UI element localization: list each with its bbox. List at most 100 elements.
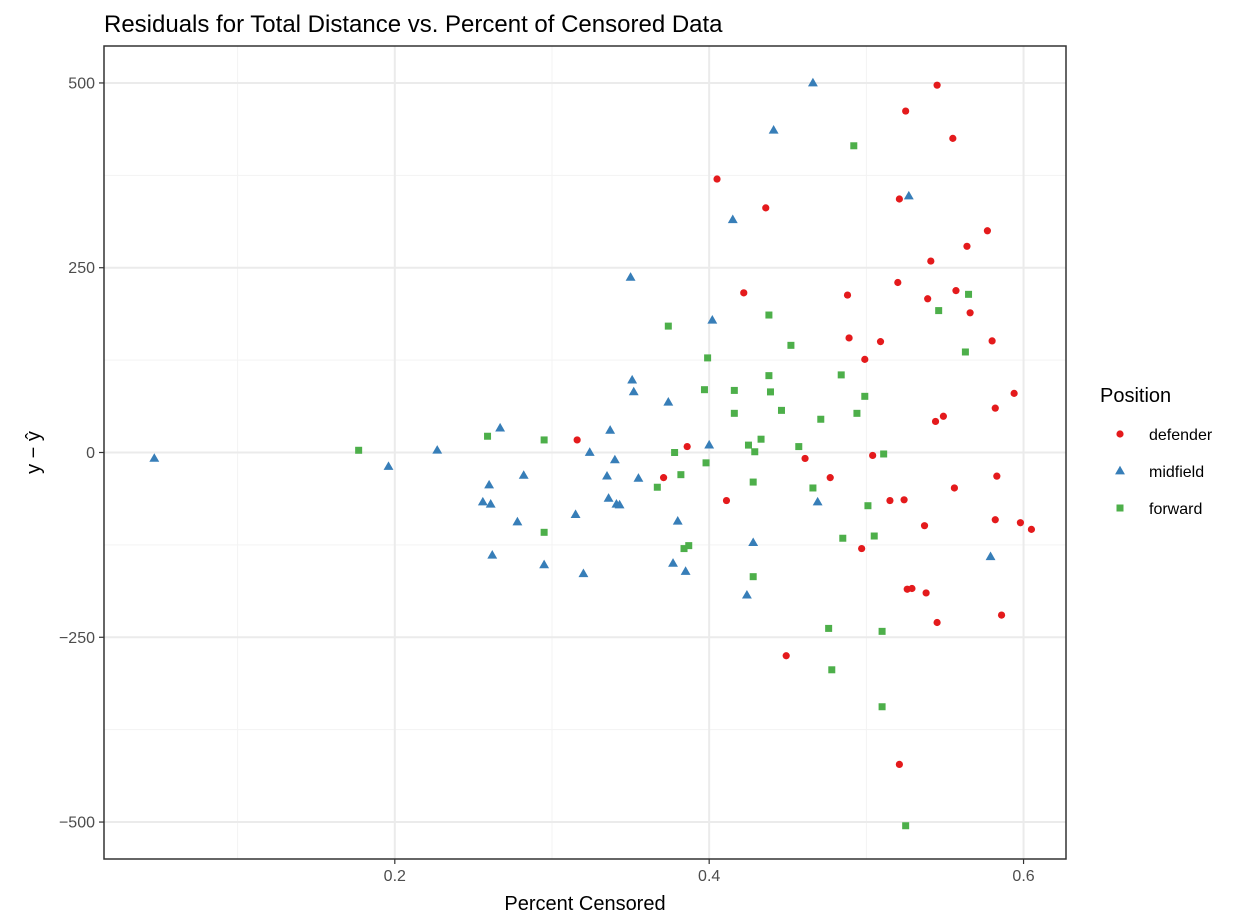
forward-point <box>777 406 785 414</box>
forward-point <box>540 528 548 536</box>
grid-lines <box>104 46 1066 859</box>
defender-point <box>963 242 971 250</box>
defender-point <box>886 496 894 505</box>
midfield-point <box>539 559 550 569</box>
forward-point <box>861 392 869 400</box>
forward-point <box>839 534 847 542</box>
legend: Position defender midfield forward <box>1100 385 1213 518</box>
defender-point <box>1010 389 1018 397</box>
forward-point <box>685 542 693 550</box>
defender-point <box>659 474 668 482</box>
defender-point <box>933 81 941 89</box>
defender-point <box>894 278 902 287</box>
forward-point <box>749 478 757 486</box>
forward-point <box>766 388 774 396</box>
midfield-point <box>432 445 443 454</box>
forward-point <box>765 372 773 380</box>
defender-legend-label: defender <box>1149 427 1213 444</box>
data-points <box>149 77 1036 830</box>
forward-point <box>730 409 738 417</box>
midfield-point <box>903 190 914 200</box>
defender-point <box>924 295 932 303</box>
forward-point <box>677 471 685 479</box>
defender-point <box>861 355 869 363</box>
midfield-point <box>812 496 823 506</box>
forward-point <box>878 627 886 635</box>
midfield-point <box>625 272 636 281</box>
defender-point <box>740 289 748 297</box>
defender-point <box>939 412 947 420</box>
defender-point <box>997 611 1006 619</box>
midfield-point <box>605 425 616 434</box>
forward-point <box>853 409 861 417</box>
midfield-point <box>614 499 625 509</box>
defender-point <box>1016 519 1025 527</box>
midfield-point <box>741 589 752 599</box>
chart-title: Residuals for Total Distance vs. Percent… <box>104 11 723 38</box>
forward-point <box>702 459 710 467</box>
y-tick-label: 250 <box>68 260 95 277</box>
forward-point <box>704 354 712 362</box>
midfield-point <box>383 461 394 470</box>
forward-point <box>817 415 825 423</box>
midfield-point <box>477 496 488 506</box>
midfield-point <box>807 77 818 87</box>
forward-point <box>749 573 757 581</box>
x-tick-label: 0.6 <box>1012 868 1034 885</box>
midfield-point <box>628 386 639 396</box>
midfield-point <box>663 397 674 406</box>
defender-point <box>966 309 974 317</box>
forward-point <box>671 449 679 456</box>
legend-title: Position <box>1100 385 1171 407</box>
midfield-point <box>680 566 691 575</box>
forward-point <box>825 624 833 632</box>
forward-point <box>870 532 878 540</box>
forward-point <box>540 436 548 444</box>
y-axis-title: y − ŷ <box>23 431 45 474</box>
defender-point <box>683 442 691 451</box>
forward-point <box>828 666 836 674</box>
defender-point <box>991 404 999 412</box>
midfield-point <box>748 537 759 547</box>
defender-point <box>950 484 958 492</box>
defender-point <box>845 334 853 342</box>
defender-point <box>895 760 903 768</box>
midfield-point <box>484 479 495 489</box>
midfield-point <box>627 374 638 384</box>
defender-point <box>722 496 731 505</box>
midfield-point <box>985 551 996 561</box>
defender-point <box>993 472 1001 480</box>
forward-point <box>809 484 817 492</box>
forward-point <box>757 435 765 443</box>
defender-point <box>762 204 770 212</box>
midfield-point <box>633 473 644 482</box>
defender-point <box>900 496 908 504</box>
forward-point <box>864 502 872 510</box>
forward-point <box>902 822 910 830</box>
midfield-point <box>707 315 718 324</box>
defender-point <box>869 451 877 460</box>
defender-point <box>952 287 960 295</box>
midfield-point <box>518 470 529 479</box>
forward-point <box>880 450 888 458</box>
forward-point <box>965 290 973 298</box>
defender-point <box>782 652 790 660</box>
defender-point <box>801 454 809 463</box>
forward-point <box>787 341 795 349</box>
defender-point <box>826 474 834 482</box>
midfield-point <box>603 493 614 502</box>
defender-point <box>908 584 916 593</box>
midfield-point <box>487 550 498 559</box>
midfield-point <box>727 214 738 224</box>
defender-legend-key <box>1116 430 1124 438</box>
midfield-legend-key <box>1115 465 1125 475</box>
defender-point <box>858 544 866 553</box>
forward-point <box>680 545 688 553</box>
defender-point <box>983 227 992 235</box>
midfield-point <box>602 470 612 480</box>
defender-point <box>927 257 935 265</box>
forward-point <box>765 311 773 319</box>
forward-point <box>484 432 492 440</box>
midfield-legend-label: midfield <box>1149 464 1204 481</box>
